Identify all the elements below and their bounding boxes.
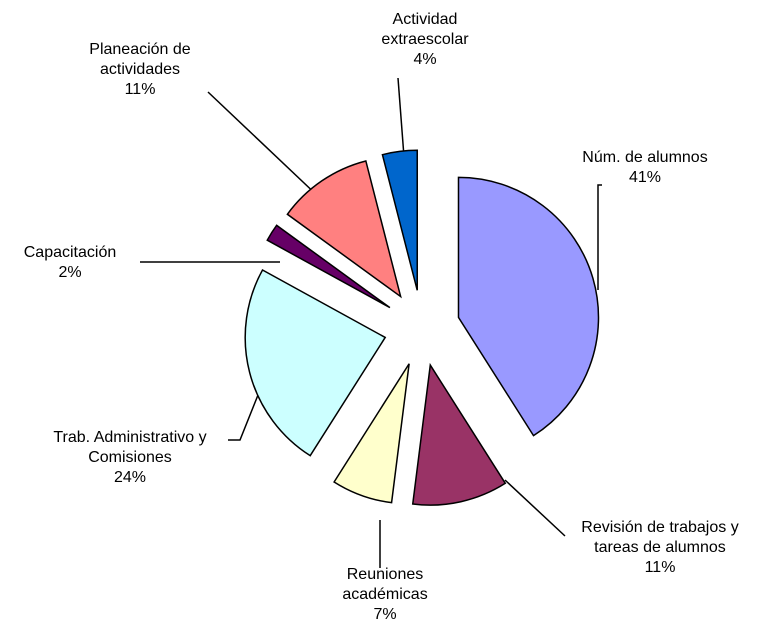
category-label: Capacitación xyxy=(23,244,117,261)
value-label: 4% xyxy=(413,51,437,68)
pie-slice xyxy=(411,362,507,506)
leader-lines xyxy=(140,77,602,568)
pie-slice xyxy=(381,149,418,291)
slice-label: Trab. Administrativo y Comisiones 24% xyxy=(30,428,230,488)
value-label: 11% xyxy=(644,559,676,576)
pie-slice xyxy=(286,160,402,299)
pie-slice xyxy=(244,268,387,457)
category-label: Actividad extraescolar xyxy=(381,11,469,48)
pie-slice xyxy=(266,224,391,309)
value-label: 24% xyxy=(113,469,147,486)
value-label: 41% xyxy=(628,169,662,186)
slice-label: Capacitación 2% xyxy=(0,243,145,283)
slice-label: Planeación de actividades 11% xyxy=(65,40,215,100)
category-label: Planeación de actividades xyxy=(89,41,191,78)
value-label: 7% xyxy=(373,606,397,623)
slice-label: Reuniones académicas 7% xyxy=(330,565,440,625)
category-label: Reuniones académicas xyxy=(342,566,428,603)
slice-label: Núm. de alumnos 41% xyxy=(545,148,745,188)
leader-line xyxy=(207,91,323,201)
category-label: Núm. de alumnos xyxy=(582,149,708,166)
pie-slice xyxy=(333,363,410,504)
value-label: 11% xyxy=(124,81,156,98)
leader-line xyxy=(504,479,566,537)
slice-label: Actividad extraescolar 4% xyxy=(370,10,480,70)
value-label: 2% xyxy=(58,264,82,281)
leader-line xyxy=(228,394,259,441)
pie-slice xyxy=(457,176,600,437)
slice-label: Revisión de trabajos y tareas de alumnos… xyxy=(560,518,759,578)
category-label: Revisión de trabajos y tareas de alumnos xyxy=(581,519,739,556)
leader-line xyxy=(597,184,602,290)
category-label: Trab. Administrativo y Comisiones xyxy=(53,429,207,466)
